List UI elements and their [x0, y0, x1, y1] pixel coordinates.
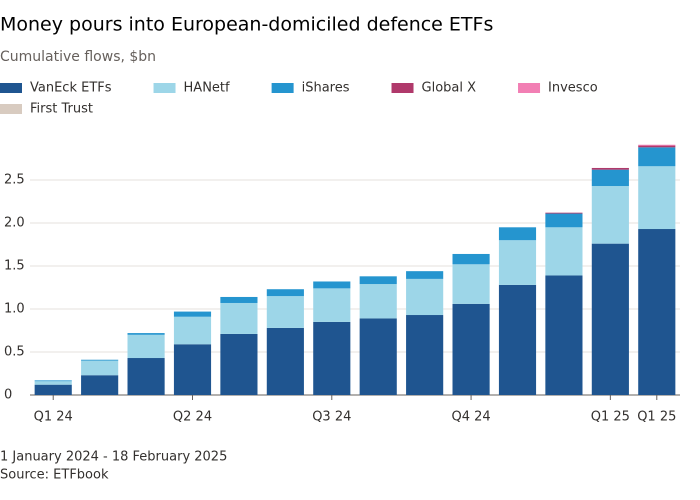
bar-segment — [127, 358, 165, 395]
source: Source: ETFbook — [0, 468, 109, 483]
bar-segment — [313, 281, 351, 289]
x-tick-label: Q3 24 — [312, 410, 351, 425]
x-tick-label: Q1 25 — [591, 410, 630, 425]
x-tick-label: Q1 25 — [637, 410, 676, 425]
bar-segment — [359, 318, 397, 395]
bar-segment — [173, 311, 212, 317]
bar-segment — [545, 227, 583, 276]
legend-label: Global X — [422, 81, 477, 96]
bar-segment — [220, 296, 258, 303]
bar-segment — [591, 169, 629, 187]
bar-segment — [498, 240, 537, 285]
bar-segment — [591, 243, 629, 395]
y-tick-label: 0.5 — [4, 345, 25, 360]
x-tick-label: Q2 24 — [173, 410, 212, 425]
legend-label: iShares — [302, 81, 350, 96]
bar-segment — [266, 289, 304, 297]
bar-segment — [452, 264, 490, 304]
bar-segment — [545, 213, 583, 228]
bar-segment — [173, 344, 212, 395]
legend-label: HANetf — [184, 81, 230, 96]
bar-segment — [266, 327, 304, 395]
bar-segment — [81, 375, 119, 395]
y-tick-label: 1.5 — [4, 259, 25, 274]
legend-swatch — [271, 83, 294, 93]
bar-segment — [452, 253, 490, 265]
bar-segment — [266, 296, 304, 328]
legend-swatch — [0, 104, 22, 114]
legend-label: Invesco — [548, 81, 598, 96]
bar-segment — [591, 167, 629, 170]
bar-segment — [220, 333, 258, 395]
bar-segment — [313, 288, 351, 322]
footnote: 1 January 2024 - 18 February 2025 — [0, 450, 227, 465]
legend-swatch — [518, 83, 541, 93]
bar-segment — [638, 147, 676, 167]
bar-segment — [173, 316, 212, 345]
legend-swatch — [391, 83, 414, 93]
chart-title: Money pours into European-domiciled defe… — [0, 14, 493, 36]
bar-segment — [406, 271, 444, 279]
bar-segment — [498, 284, 537, 395]
bar-segment — [81, 360, 119, 376]
bar-segment — [545, 275, 583, 395]
y-tick-label: 2.5 — [4, 173, 25, 188]
bar-segment — [406, 278, 444, 316]
bar-segment — [127, 333, 165, 335]
bar-segment — [359, 276, 397, 285]
y-tick-label: 0 — [4, 388, 12, 403]
bar-segment — [81, 359, 119, 361]
bar-segment — [220, 302, 258, 334]
bar-segment — [591, 186, 629, 244]
bar-segment — [127, 334, 165, 359]
legend-swatch — [0, 83, 22, 93]
bar-segment — [638, 144, 676, 146]
bar-segment — [638, 145, 676, 148]
x-tick-label: Q1 24 — [34, 410, 73, 425]
bar-segment — [34, 380, 72, 382]
legend-label: VanEck ETFs — [30, 81, 112, 96]
bar-segment — [638, 229, 676, 395]
y-tick-label: 2.0 — [4, 216, 25, 231]
bar-segment — [545, 212, 583, 214]
x-tick-label: Q4 24 — [451, 410, 490, 425]
y-tick-label: 1.0 — [4, 302, 25, 317]
chart-subtitle: Cumulative flows, $bn — [0, 49, 156, 65]
bar-segment — [34, 384, 72, 395]
bar-segment — [359, 284, 397, 319]
bar-segment — [313, 321, 351, 395]
bar-segment — [34, 381, 72, 385]
legend-swatch — [153, 83, 176, 93]
bar-segment — [406, 315, 444, 395]
bar-segment — [498, 227, 537, 241]
bar-segment — [452, 303, 490, 395]
legend-label: First Trust — [30, 102, 93, 117]
bar-segment — [638, 166, 676, 230]
